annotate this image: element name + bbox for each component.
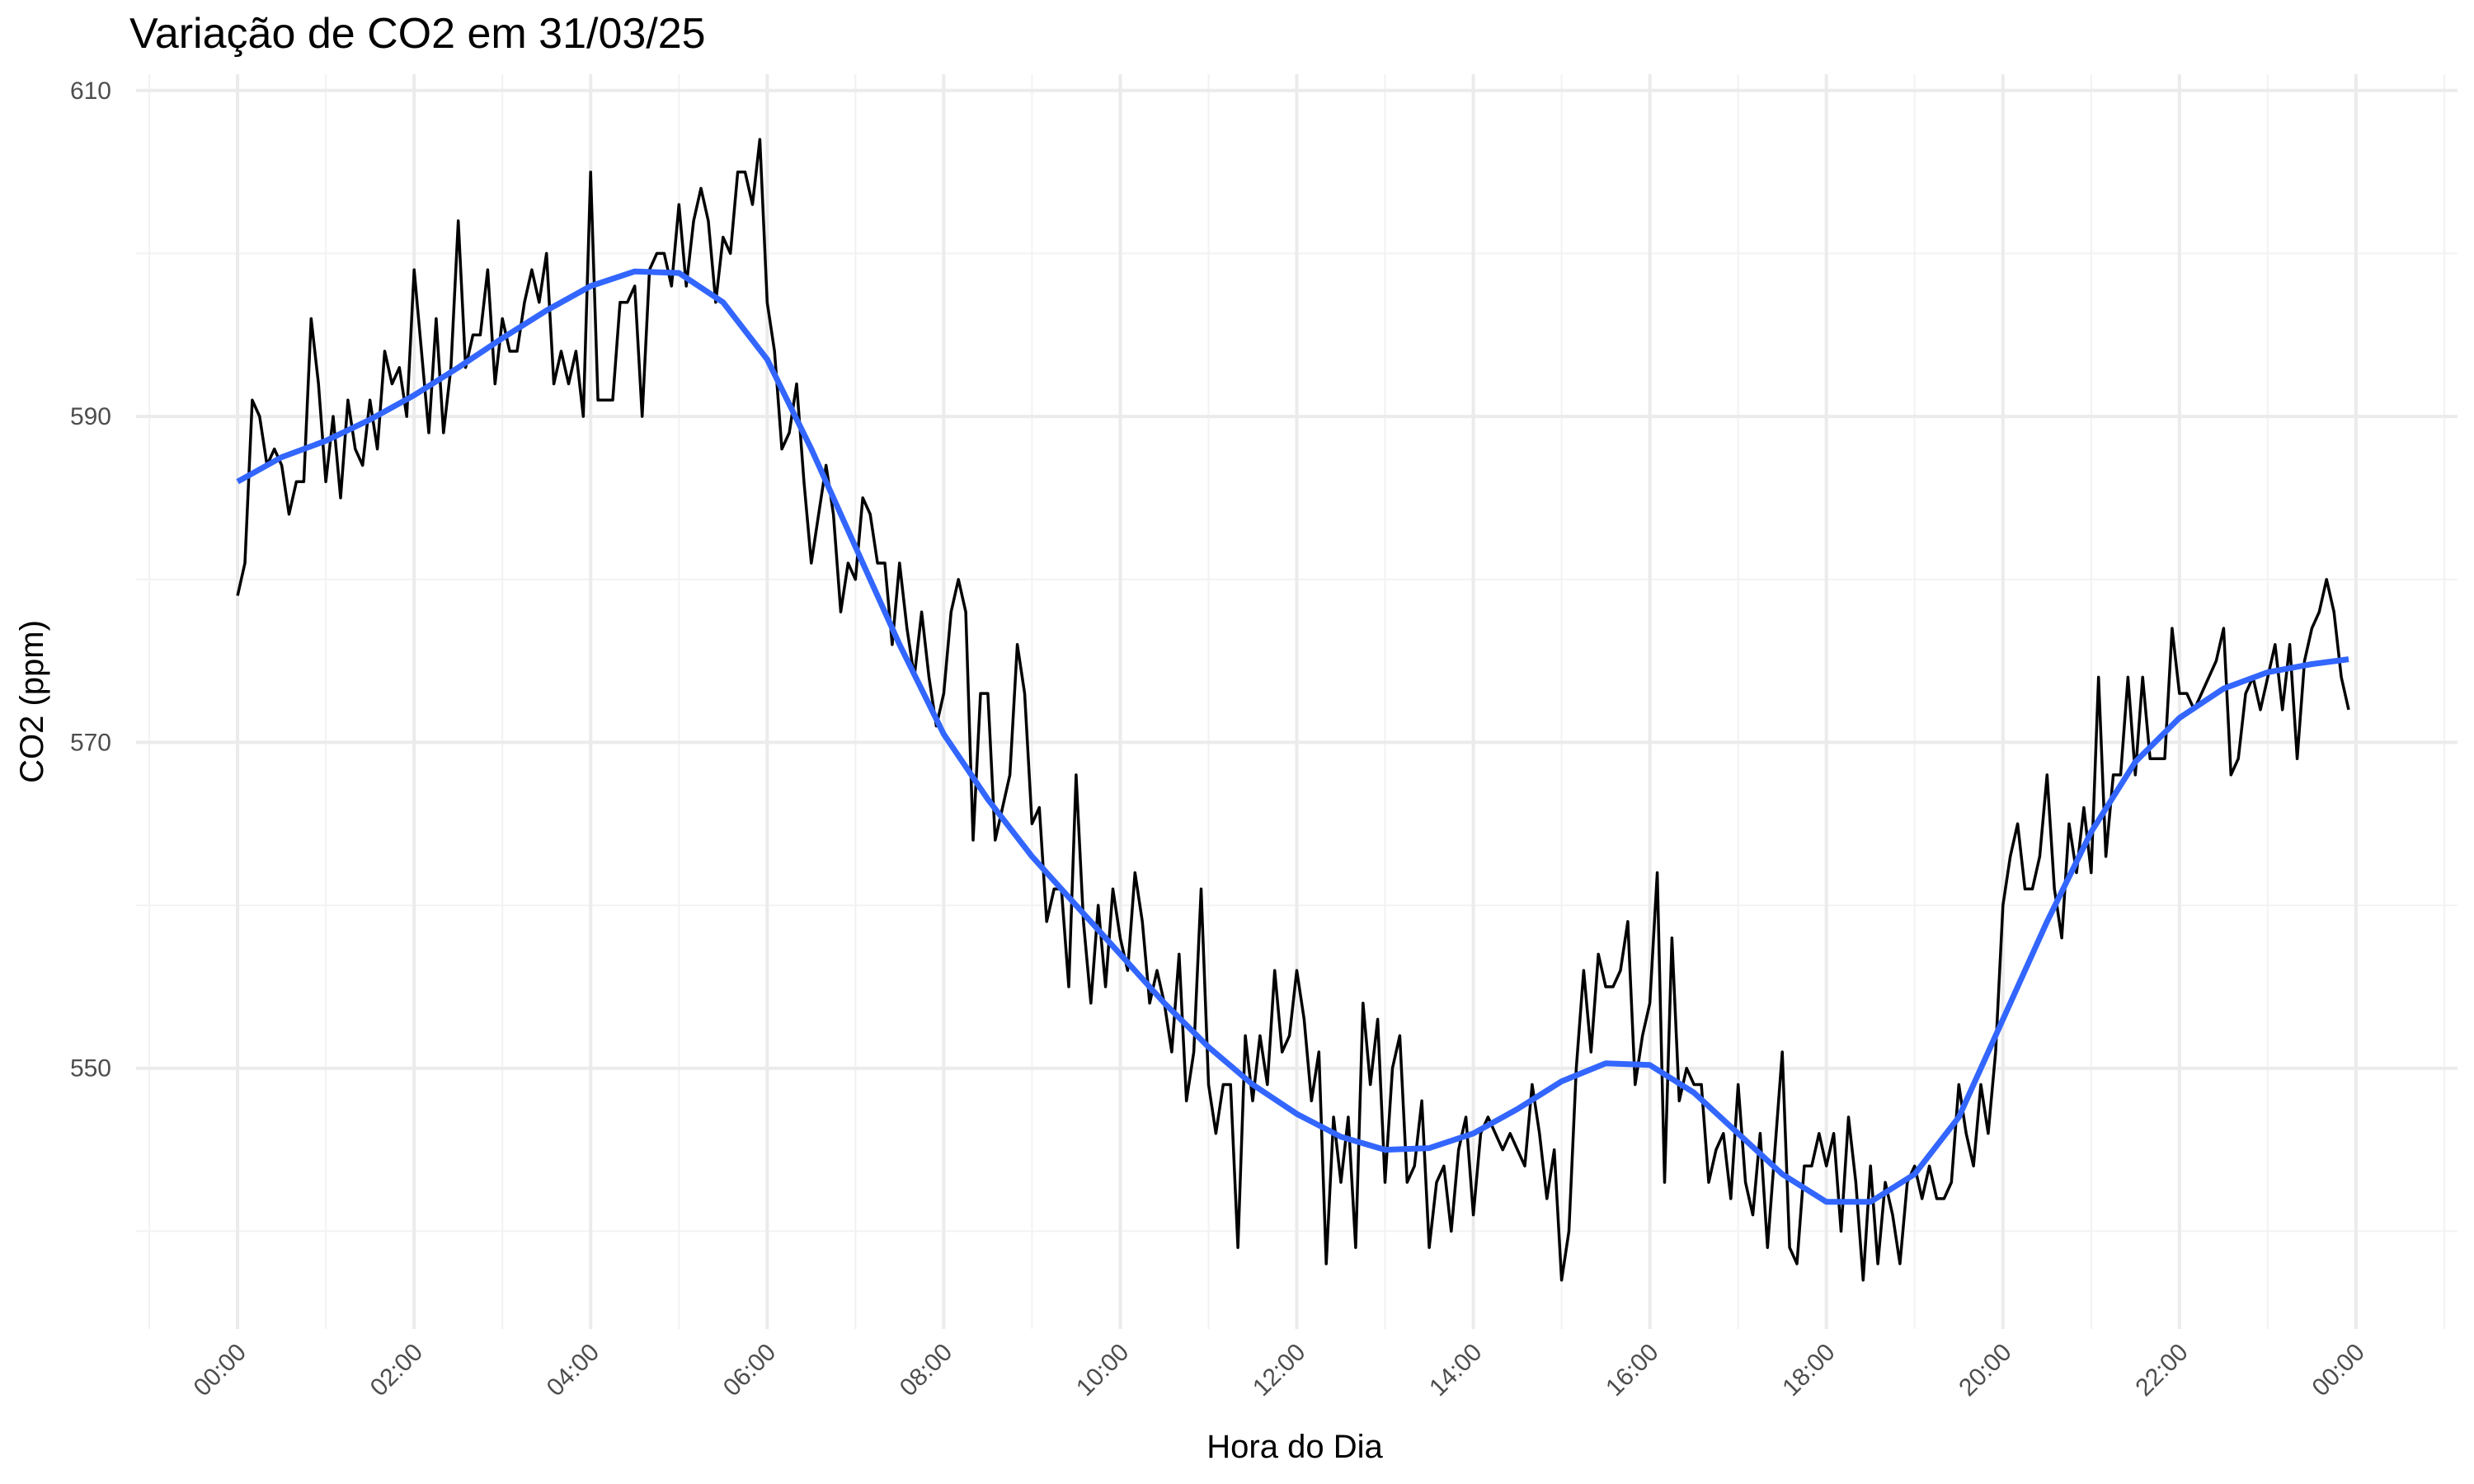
x-tick-label: 02:00 bbox=[365, 1339, 428, 1402]
chart-title: Variação de CO2 em 31/03/25 bbox=[129, 10, 706, 58]
x-tick-label: 00:00 bbox=[2307, 1339, 2369, 1402]
x-tick-label: 08:00 bbox=[895, 1339, 957, 1402]
x-tick-label: 14:00 bbox=[1424, 1339, 1487, 1402]
x-axis-title: Hora do Dia bbox=[1206, 1429, 1383, 1465]
x-tick-label: 00:00 bbox=[189, 1339, 252, 1402]
y-axis-title: CO2 (ppm) bbox=[14, 620, 50, 783]
y-tick-label: 570 bbox=[70, 729, 111, 756]
x-tick-label: 12:00 bbox=[1248, 1339, 1310, 1402]
x-tick-label: 22:00 bbox=[2130, 1339, 2193, 1402]
x-tick-label: 04:00 bbox=[542, 1339, 604, 1402]
x-tick-label: 10:00 bbox=[1071, 1339, 1134, 1402]
x-tick-label: 20:00 bbox=[1954, 1339, 2016, 1402]
y-tick-label: 550 bbox=[70, 1055, 111, 1082]
x-tick-label: 06:00 bbox=[718, 1339, 781, 1402]
y-tick-label: 610 bbox=[70, 77, 111, 105]
trend-line bbox=[236, 268, 2349, 1205]
y-tick-label: 590 bbox=[70, 403, 111, 430]
x-tick-label: 16:00 bbox=[1601, 1339, 1663, 1402]
x-tick-label: 18:00 bbox=[1777, 1339, 1840, 1402]
